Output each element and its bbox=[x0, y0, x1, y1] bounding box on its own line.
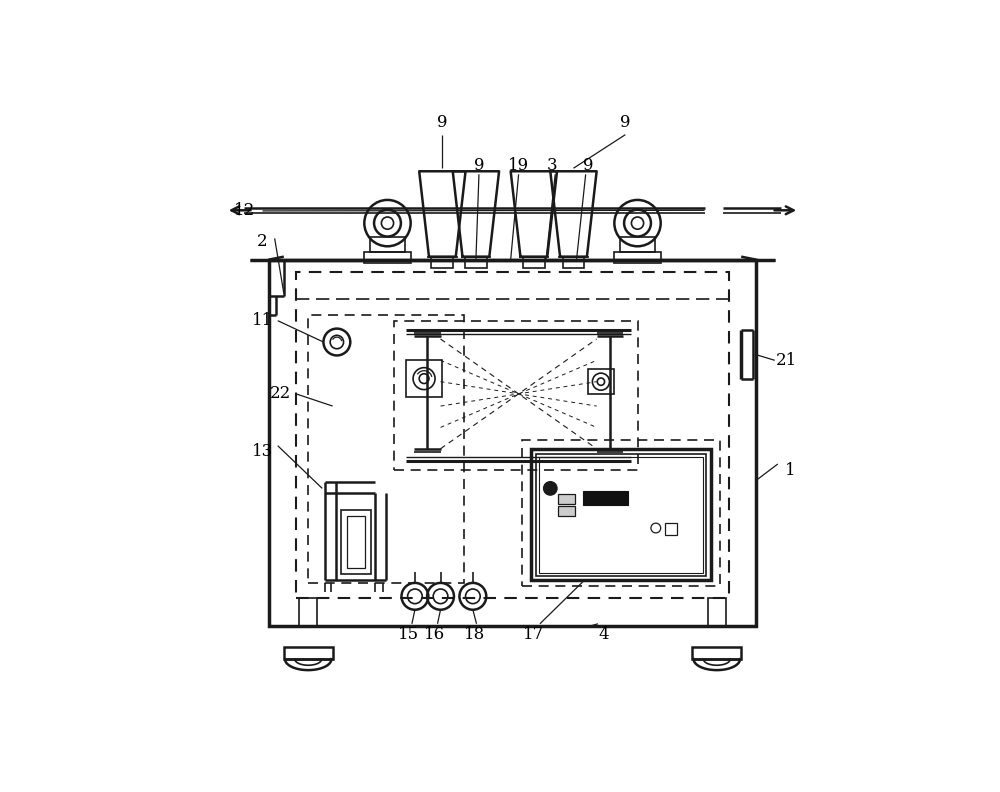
Bar bbox=[269, 260, 756, 626]
Bar bbox=[308, 314, 464, 583]
Text: 16: 16 bbox=[424, 626, 445, 643]
Text: 21: 21 bbox=[776, 352, 798, 369]
Bar bbox=[370, 237, 405, 252]
Bar bbox=[620, 237, 655, 252]
Bar bbox=[431, 257, 453, 268]
Bar bbox=[347, 516, 365, 568]
Text: 13: 13 bbox=[252, 444, 273, 460]
Text: 4: 4 bbox=[599, 626, 609, 643]
Text: 11: 11 bbox=[252, 312, 273, 329]
Bar bbox=[583, 491, 628, 505]
Bar bbox=[465, 257, 487, 268]
Circle shape bbox=[544, 482, 557, 495]
Text: 17: 17 bbox=[523, 626, 544, 643]
Text: 2: 2 bbox=[257, 233, 268, 250]
Bar bbox=[341, 510, 371, 573]
Bar bbox=[536, 454, 706, 576]
Bar bbox=[539, 457, 703, 573]
Bar bbox=[692, 647, 741, 659]
Bar bbox=[614, 252, 661, 263]
Bar bbox=[588, 369, 614, 394]
Text: 9: 9 bbox=[620, 114, 631, 131]
Text: 15: 15 bbox=[398, 626, 419, 643]
Text: 19: 19 bbox=[508, 157, 529, 173]
Bar bbox=[394, 321, 638, 470]
Bar bbox=[284, 647, 333, 659]
Text: 18: 18 bbox=[464, 626, 485, 643]
Bar bbox=[523, 257, 545, 268]
Text: 1: 1 bbox=[785, 462, 795, 478]
Bar bbox=[665, 524, 677, 535]
Text: 22: 22 bbox=[270, 386, 291, 402]
Bar bbox=[299, 598, 317, 626]
Bar bbox=[296, 272, 729, 598]
Bar bbox=[522, 440, 720, 586]
Bar bbox=[406, 360, 442, 397]
Bar bbox=[708, 598, 726, 626]
Bar bbox=[364, 252, 411, 263]
Text: 12: 12 bbox=[234, 203, 255, 219]
Bar bbox=[531, 449, 711, 580]
Text: 3: 3 bbox=[547, 157, 557, 173]
Text: 9: 9 bbox=[583, 157, 594, 173]
Bar bbox=[563, 257, 584, 268]
Text: 9: 9 bbox=[437, 114, 448, 131]
Bar bbox=[558, 494, 575, 504]
Text: 9: 9 bbox=[474, 157, 484, 173]
Bar bbox=[558, 506, 575, 516]
